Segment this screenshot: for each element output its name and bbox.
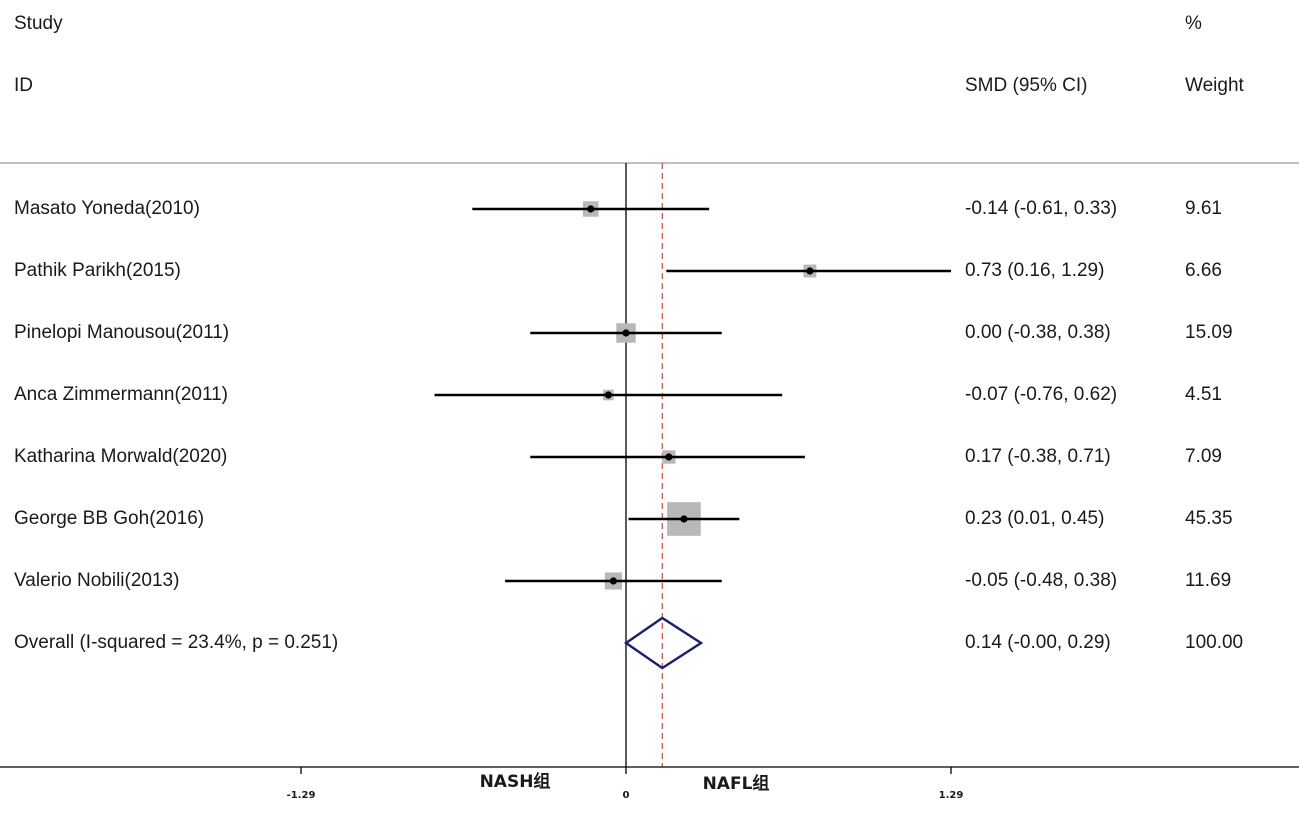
- point-estimate: [587, 205, 595, 213]
- study-weight: 9.61: [1185, 198, 1222, 219]
- header-id: ID: [14, 75, 33, 96]
- point-estimate: [680, 515, 688, 523]
- x-tick-label: 0: [623, 790, 630, 801]
- study-effect-ci: 0.17 (-0.38, 0.71): [965, 446, 1111, 467]
- study-label: George BB Goh(2016): [14, 508, 205, 529]
- left-side-label: NASH组: [480, 771, 551, 792]
- study-weight: 11.69: [1185, 570, 1232, 591]
- study-effect-ci: -0.07 (-0.76, 0.62): [965, 384, 1118, 405]
- study-effect-ci: 0.00 (-0.38, 0.38): [965, 322, 1111, 343]
- header-effect-measure: SMD (95% CI): [965, 75, 1088, 96]
- study-label: Pathik Parikh(2015): [14, 260, 181, 281]
- point-estimate: [622, 329, 630, 337]
- x-tick-label: -1.29: [287, 790, 316, 801]
- study-weight: 4.51: [1185, 384, 1222, 405]
- header-weight: Weight: [1185, 75, 1244, 96]
- study-effect-ci: -0.05 (-0.48, 0.38): [965, 570, 1118, 591]
- study-label: Katharina Morwald(2020): [14, 446, 228, 467]
- study-label: Pinelopi Manousou(2011): [14, 322, 230, 343]
- study-weight: 15.09: [1185, 322, 1233, 343]
- point-estimate: [604, 391, 612, 399]
- point-estimate: [665, 453, 673, 461]
- study-weight: 45.35: [1185, 508, 1233, 529]
- right-side-label: NAFL组: [703, 773, 770, 794]
- overall-diamond: [623, 616, 704, 670]
- study-label: Valerio Nobili(2013): [14, 570, 180, 591]
- study-effect-ci: 0.23 (0.01, 0.45): [965, 508, 1105, 529]
- overall-label: Overall (I-squared = 23.4%, p = 0.251): [14, 632, 339, 653]
- overall-weight: 100.00: [1185, 632, 1244, 653]
- point-estimate: [609, 577, 618, 585]
- x-tick-label: 1.29: [939, 790, 964, 801]
- study-label: Masato Yoneda(2010): [14, 198, 200, 219]
- header-weight-percent: %: [1185, 13, 1202, 34]
- header-study: Study: [14, 13, 63, 34]
- study-effect-ci: -0.14 (-0.61, 0.33): [965, 198, 1118, 219]
- study-effect-ci: 0.73 (0.16, 1.29): [965, 260, 1105, 281]
- study-weight: 7.09: [1185, 446, 1222, 467]
- point-estimate: [806, 267, 814, 275]
- overall-effect-ci: 0.14 (-0.00, 0.29): [965, 632, 1111, 653]
- study-weight: 6.66: [1185, 260, 1222, 281]
- study-label: Anca Zimmermann(2011): [14, 384, 229, 405]
